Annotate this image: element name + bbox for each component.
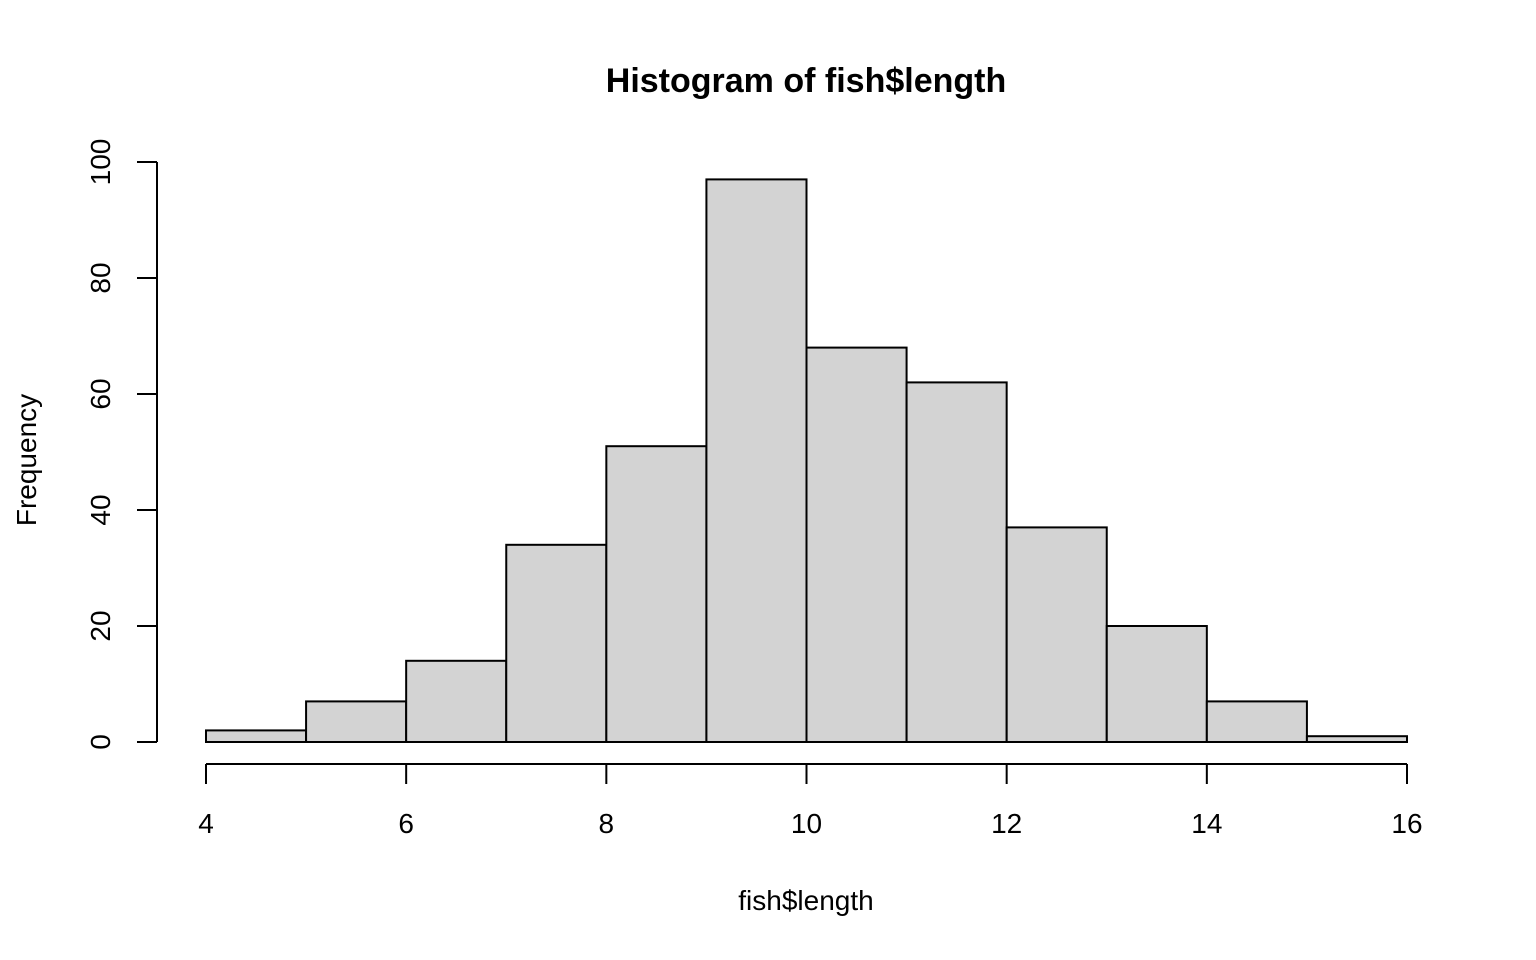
- bars-group: [205, 178, 1408, 744]
- x-tick-label-4: 4: [198, 808, 214, 839]
- histogram-bar-0: [205, 729, 308, 744]
- y-tick-label-20: 20: [85, 610, 116, 641]
- y-tick-label-0: 0: [85, 734, 116, 750]
- x-tick-label-8: 8: [599, 808, 615, 839]
- y-tick-label-80: 80: [85, 262, 116, 293]
- y-tick-label-60: 60: [85, 378, 116, 409]
- x-tick-label-14: 14: [1191, 808, 1222, 839]
- chart-title: Histogram of fish$length: [606, 62, 1006, 100]
- histogram-bar-3: [505, 543, 608, 743]
- y-tick-label-100: 100: [85, 139, 116, 186]
- histogram-bar-4: [605, 445, 708, 743]
- x-axis: 4 6 8 10 12 14 16: [198, 763, 1423, 839]
- x-axis-label: fish$length: [738, 885, 873, 916]
- histogram-bar-10: [1205, 700, 1308, 744]
- x-tick-label-6: 6: [398, 808, 414, 839]
- histogram-bar-8: [1005, 526, 1108, 744]
- histogram-bar-1: [305, 700, 408, 744]
- y-axis-label: Frequency: [11, 394, 42, 526]
- histogram-bar-9: [1105, 625, 1208, 743]
- y-axis: 0 20 40 60 80 100: [85, 139, 158, 750]
- histogram-bar-11: [1305, 735, 1408, 744]
- y-tick-label-40: 40: [85, 494, 116, 525]
- histogram-bar-2: [405, 659, 508, 743]
- x-tick-label-10: 10: [791, 808, 822, 839]
- histogram-bar-6: [805, 346, 908, 743]
- histogram-bar-7: [905, 381, 1008, 743]
- x-tick-label-12: 12: [991, 808, 1022, 839]
- x-tick-label-16: 16: [1391, 808, 1422, 839]
- histogram-bar-5: [705, 178, 808, 743]
